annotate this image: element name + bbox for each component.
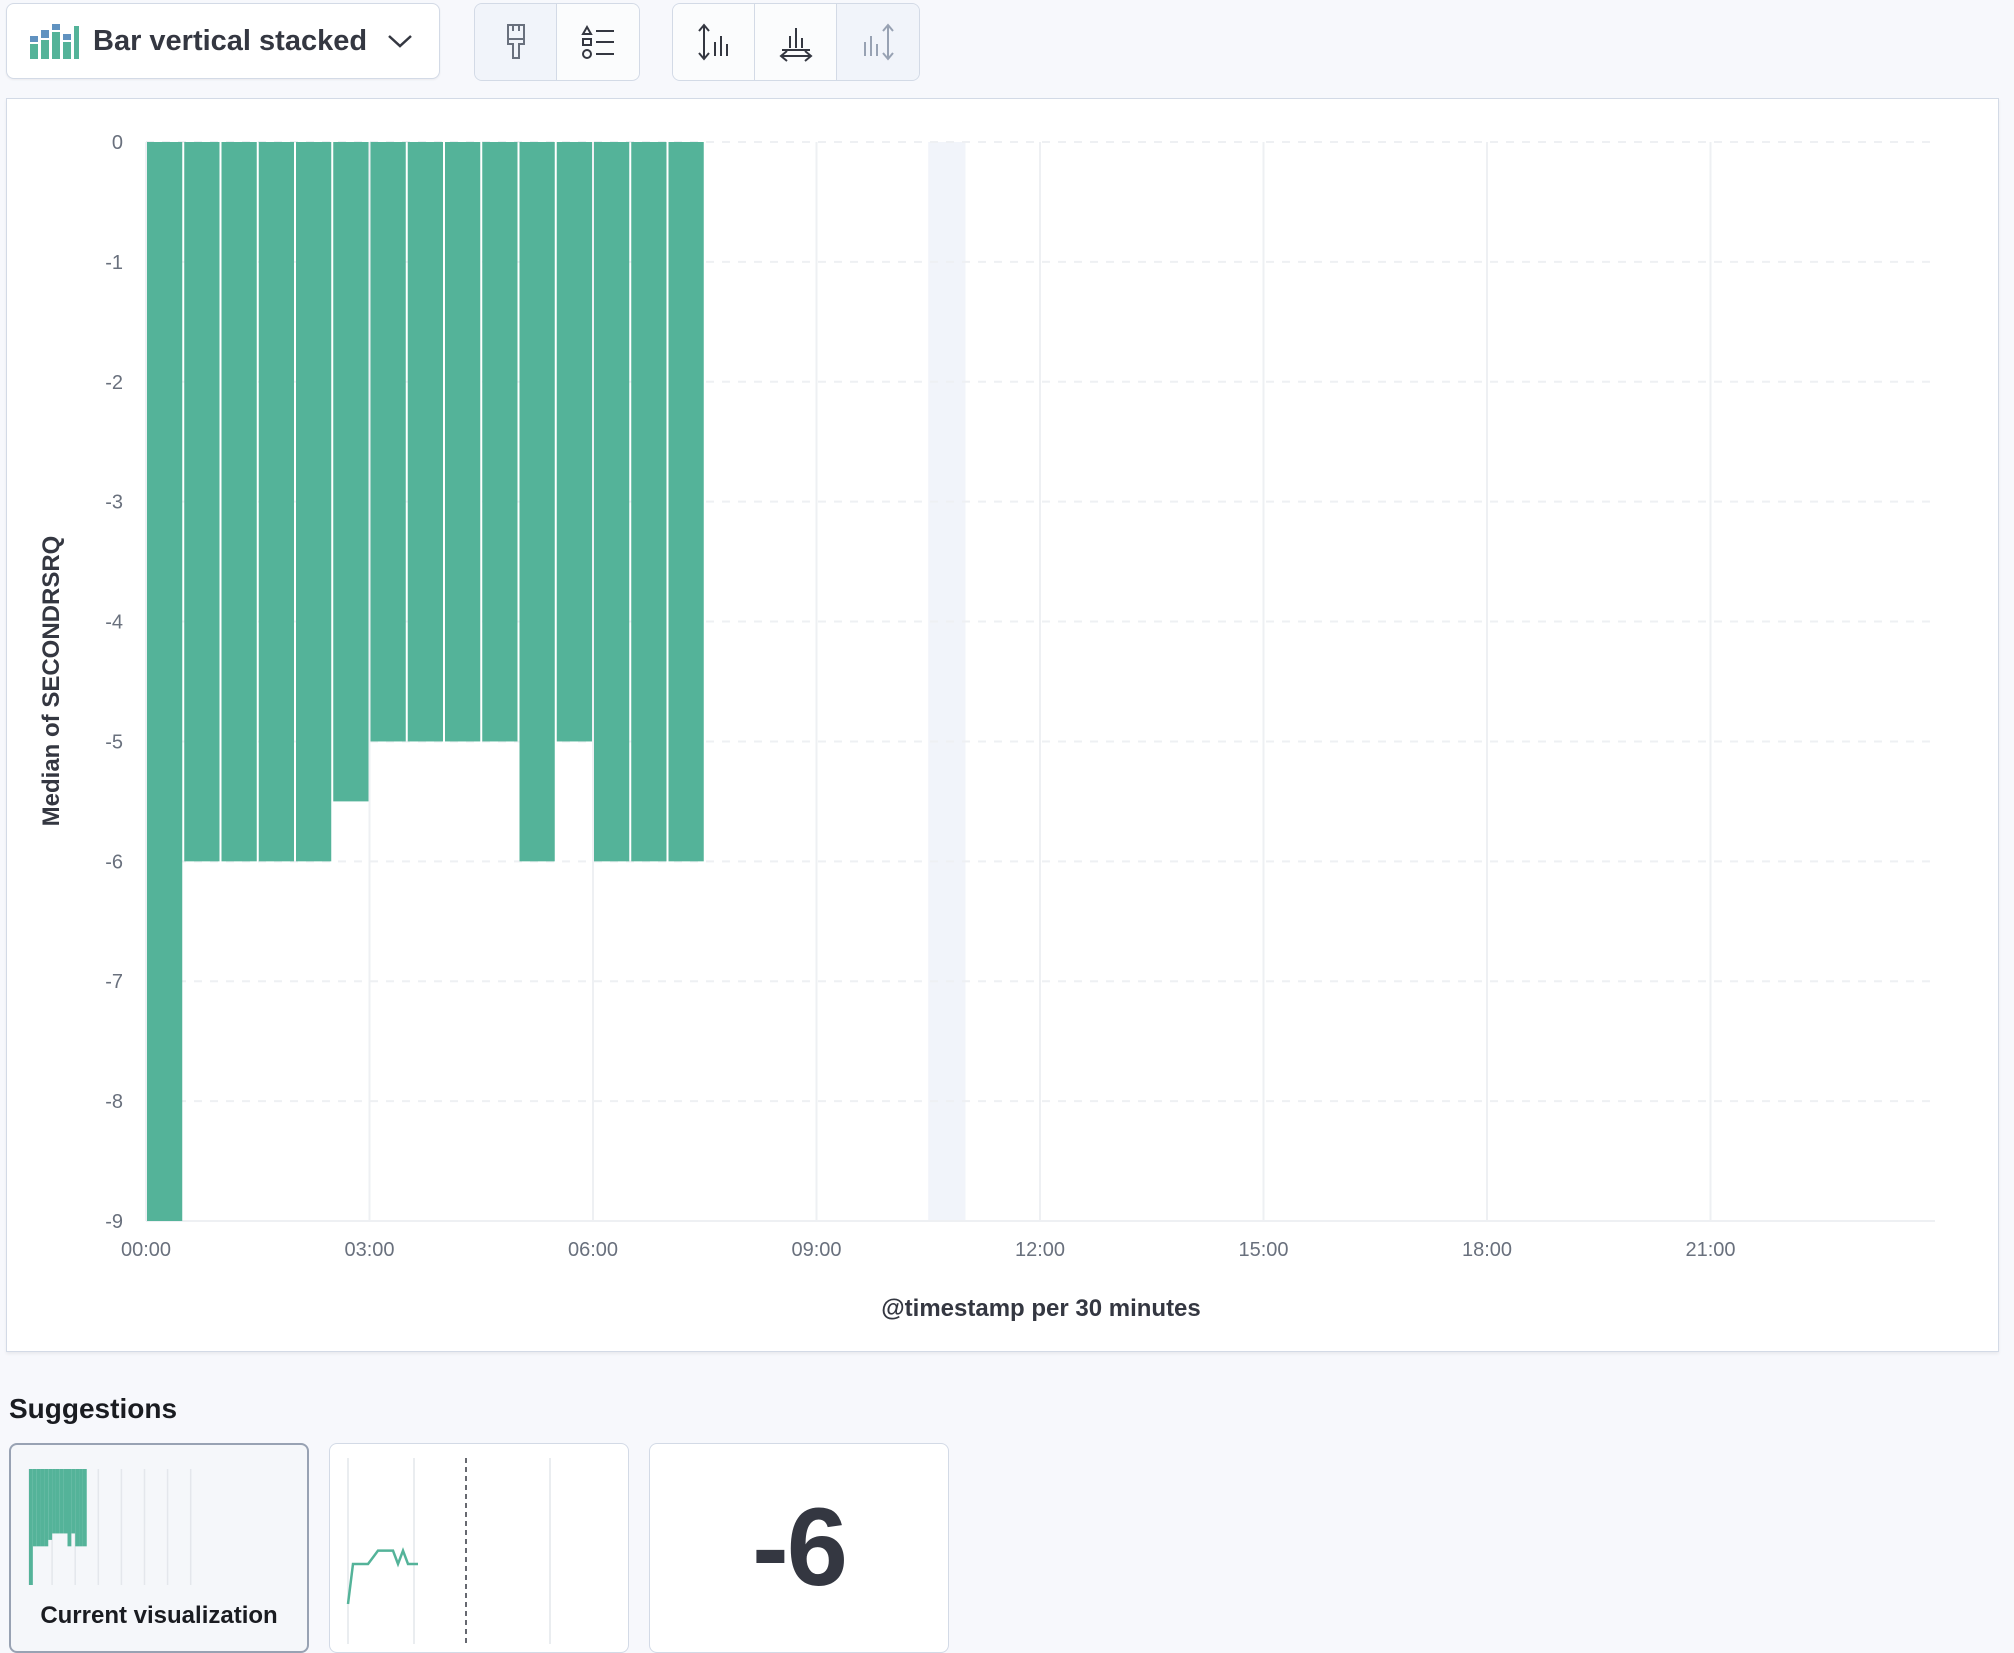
x-tick-label: 15:00	[1238, 1239, 1288, 1261]
suggestion-metric[interactable]: -6	[649, 1443, 949, 1653]
y-tick-label: -1	[105, 252, 123, 274]
thumb-bar	[40, 1469, 45, 1547]
axis-settings-group	[672, 3, 920, 81]
thumb-bar	[55, 1469, 60, 1534]
bar[interactable]	[296, 142, 332, 862]
x-tick-label: 03:00	[344, 1239, 394, 1261]
thumb-bar	[36, 1469, 41, 1547]
x-tick-label: 21:00	[1685, 1239, 1735, 1261]
thumb-bar	[82, 1469, 87, 1547]
right-axis-button[interactable]	[837, 4, 919, 80]
y-tick-label: -9	[105, 1211, 123, 1233]
x-tick-label: 12:00	[1015, 1239, 1065, 1261]
bar[interactable]	[333, 142, 369, 802]
thumb-bar	[44, 1469, 49, 1547]
bar[interactable]	[556, 142, 592, 742]
x-tick-label: 06:00	[568, 1239, 618, 1261]
x-tick-label: 09:00	[791, 1239, 841, 1261]
bar[interactable]	[519, 142, 555, 862]
bar-stacked-icon	[30, 24, 79, 59]
suggestions-title: Suggestions	[9, 1393, 178, 1424]
thumb-bar	[59, 1469, 64, 1534]
y-tick-label: -8	[105, 1091, 123, 1113]
chart-type-switcher[interactable]: Bar vertical stacked	[6, 3, 440, 79]
style-legend-group	[474, 3, 640, 81]
bar[interactable]	[258, 142, 294, 862]
legend-icon	[581, 24, 614, 59]
bottom-axis-button[interactable]	[755, 4, 837, 80]
right-axis-icon	[864, 23, 894, 61]
x-tick-label: 00:00	[121, 1239, 171, 1261]
thumb-bar	[75, 1469, 80, 1547]
y-tick-label: -4	[105, 612, 123, 634]
x-axis-title: @timestamp per 30 minutes	[881, 1295, 1201, 1322]
thumb-bar	[48, 1469, 53, 1540]
suggestion-line-chart[interactable]	[329, 1443, 629, 1653]
y-tick-label: -6	[105, 851, 123, 873]
suggestion-current-label: Current visualization	[40, 1602, 278, 1629]
thumb-bar	[71, 1469, 76, 1534]
bar[interactable]	[407, 142, 443, 742]
paintbrush-icon	[506, 24, 525, 59]
bottom-axis-icon	[778, 28, 813, 62]
suggestion-current-visualization[interactable]: Current visualization	[9, 1443, 309, 1653]
thumb-bar	[63, 1469, 68, 1534]
suggestion-bar-thumbnail	[28, 1469, 192, 1585]
bar[interactable]	[445, 142, 481, 742]
thumb-bar	[52, 1469, 56, 1534]
thumb-bar	[29, 1469, 33, 1585]
bar[interactable]	[482, 142, 518, 742]
bar[interactable]	[184, 142, 220, 862]
legend-button[interactable]	[557, 4, 639, 80]
bar[interactable]	[370, 142, 406, 742]
y-tick-label: -2	[105, 372, 123, 394]
left-axis-button[interactable]	[673, 4, 755, 80]
suggestion-metric-value: -6	[752, 1486, 848, 1609]
thumb-bar	[67, 1469, 72, 1547]
thumb-bar	[79, 1469, 83, 1547]
bar[interactable]	[668, 142, 704, 862]
chart-type-label: Bar vertical stacked	[93, 24, 368, 57]
bar-chart[interactable]: 0 -1 -2 -3 -4 -5 -6 -7 -8 -9 00:00 03:00 06:00 09:00 1…	[7, 99, 1998, 1351]
y-tick-label: 0	[112, 132, 123, 154]
y-axis-title: Median of SECONDRSRQ	[38, 536, 65, 827]
suggestion-line-thumbnail	[346, 1458, 551, 1644]
thumb-line-series	[346, 1547, 418, 1605]
chevron-down-icon	[388, 35, 412, 48]
hover-bucket-band	[928, 142, 966, 1221]
bar[interactable]	[147, 142, 183, 1221]
y-tick-label: -3	[105, 492, 123, 514]
y-tick-label: -5	[105, 731, 123, 753]
bar[interactable]	[594, 142, 630, 862]
x-tick-label: 18:00	[1462, 1239, 1512, 1261]
y-tick-label: -7	[105, 971, 123, 993]
chart-panel: 0 -1 -2 -3 -4 -5 -6 -7 -8 -9 00:00 03:00 06:00 09:00 1…	[6, 98, 1999, 1352]
bar[interactable]	[631, 142, 667, 862]
thumb-bar	[32, 1469, 37, 1547]
visual-options-button[interactable]	[475, 4, 557, 80]
left-axis-icon	[697, 23, 728, 61]
bar[interactable]	[221, 142, 257, 862]
